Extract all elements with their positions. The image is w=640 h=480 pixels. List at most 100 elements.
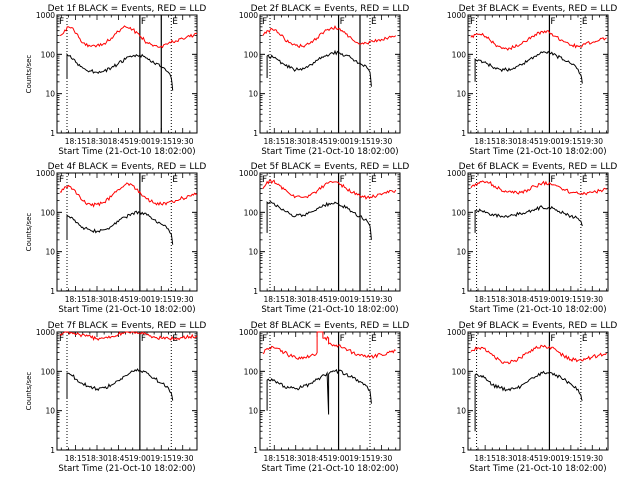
- x-axis-label: Start Time (21-Oct-10 18:02:00): [58, 147, 195, 157]
- marker-f: F: [550, 17, 555, 27]
- y-tick-label: 10: [248, 90, 258, 99]
- marker-e: E: [172, 175, 178, 185]
- x-tick-label: 18:45: [306, 295, 328, 304]
- detector-chart-8: Det 8f BLACK = Events, RED = LLD 1 10 100 10…: [239, 321, 410, 474]
- x-tick-label: 18:45: [517, 295, 539, 304]
- y-tick-label: 100: [41, 367, 56, 376]
- y-tick-label: 100: [244, 367, 259, 376]
- y-tick-label: 1000: [447, 169, 466, 178]
- marker-f: F: [141, 17, 146, 27]
- x-tick-label: 19:30: [371, 295, 393, 304]
- plot-frame: [56, 331, 198, 451]
- series-lld-line: [470, 30, 607, 51]
- marker-e: E: [371, 175, 377, 185]
- y-tick-label: 100: [452, 50, 467, 59]
- x-tick-label: 18:30: [496, 454, 518, 463]
- y-tick-label: 1: [50, 129, 55, 138]
- x-tick-label: 19:00: [328, 454, 350, 463]
- series-lld-line: [470, 180, 607, 196]
- x-tick-label: 18:30: [285, 454, 307, 463]
- y-tick-label: 1: [461, 129, 466, 138]
- y-tick-label: 1: [253, 287, 258, 296]
- marker-f: F: [340, 17, 345, 27]
- marker-f: F: [141, 334, 146, 344]
- chart-title: Det 2f BLACK = Events, RED = LLD: [251, 4, 410, 14]
- marker-e: E: [371, 334, 377, 344]
- x-tick-label: 18:45: [517, 454, 539, 463]
- x-tick-label: 18:45: [306, 137, 328, 146]
- series-events-line: [66, 210, 174, 245]
- x-axis-label: Start Time (21-Oct-10 18:02:00): [469, 147, 606, 157]
- detector-chart-2: Det 2f BLACK = Events, RED = LLD 1 10 100 10…: [239, 4, 410, 157]
- chart-title: Det 9f BLACK = Events, RED = LLD: [459, 321, 618, 331]
- x-tick-label: 19:00: [539, 295, 561, 304]
- chart-title: Det 5f BLACK = Events, RED = LLD: [251, 162, 410, 172]
- x-tick-label: 19:00: [328, 295, 350, 304]
- detector-chart-3: Det 3f BLACK = Events, RED = LLD 1 10 100 10…: [447, 4, 618, 157]
- x-tick-label: 19:15: [560, 454, 582, 463]
- marker-corner: F: [262, 334, 267, 344]
- x-tick-label: 18:45: [517, 137, 539, 146]
- marker-f: F: [550, 334, 555, 344]
- y-tick-label: 100: [452, 208, 467, 217]
- y-tick-label: 1: [50, 446, 55, 455]
- x-axis-label: Start Time (21-Oct-10 18:02:00): [58, 464, 195, 474]
- y-tick-label: 10: [456, 90, 466, 99]
- x-tick-label: 19:00: [129, 295, 151, 304]
- y-tick-label: 1000: [36, 328, 55, 337]
- plot-frame: [259, 331, 401, 451]
- x-axis-label: Start Time (21-Oct-10 18:02:00): [469, 464, 606, 474]
- x-tick-label: 18:30: [496, 295, 518, 304]
- x-tick-label: 18:15: [65, 137, 87, 146]
- y-tick-label: 1000: [239, 11, 258, 20]
- chart-title: Det 4f BLACK = Events, RED = LLD: [48, 162, 207, 172]
- y-tick-label: 1: [253, 446, 258, 455]
- detector-chart-6: Det 6f BLACK = Events, RED = LLD 1 10 100 10…: [447, 162, 618, 315]
- y-axis-label: Counts/sec: [25, 372, 33, 411]
- chart-title: Det 3f BLACK = Events, RED = LLD: [459, 4, 618, 14]
- marker-corner: F: [59, 175, 64, 185]
- y-tick-label: 100: [244, 50, 259, 59]
- y-tick-label: 1: [253, 129, 258, 138]
- marker-corner: F: [59, 17, 64, 27]
- x-tick-label: 18:15: [474, 137, 496, 146]
- y-tick-label: 10: [456, 407, 466, 416]
- detector-chart-7: Det 7f BLACK = Events, RED = LLD 1 10 100 10…: [25, 321, 206, 474]
- x-tick-label: 18:45: [108, 295, 130, 304]
- x-tick-label: 19:15: [349, 454, 371, 463]
- series-events-line: [266, 200, 372, 240]
- x-tick-label: 18:45: [108, 454, 130, 463]
- marker-corner: F: [59, 334, 64, 344]
- x-tick-label: 18:15: [263, 295, 285, 304]
- plot-frame: [56, 172, 198, 292]
- y-tick-label: 1000: [239, 169, 258, 178]
- series-lld-line: [59, 331, 198, 342]
- y-axis-label: Counts/sec: [25, 213, 33, 252]
- series-events-line: [66, 52, 174, 91]
- marker-corner: F: [470, 17, 475, 27]
- y-tick-label: 1000: [239, 328, 258, 337]
- y-tick-label: 10: [45, 407, 55, 416]
- marker-e: E: [582, 175, 588, 185]
- y-tick-label: 100: [41, 50, 56, 59]
- plot-frame: [467, 14, 609, 134]
- marker-e: E: [582, 17, 588, 27]
- chart-title: Det 1f BLACK = Events, RED = LLD: [48, 4, 207, 14]
- x-tick-label: 19:15: [150, 295, 172, 304]
- marker-corner: F: [470, 334, 475, 344]
- x-tick-label: 19:00: [328, 137, 350, 146]
- x-tick-label: 18:30: [86, 295, 108, 304]
- plot-frame: [56, 14, 198, 134]
- marker-e: E: [582, 334, 588, 344]
- series-lld-line: [470, 344, 607, 365]
- x-tick-label: 19:30: [172, 295, 194, 304]
- x-tick-label: 19:15: [150, 454, 172, 463]
- x-tick-label: 19:15: [560, 137, 582, 146]
- y-tick-label: 1: [461, 287, 466, 296]
- x-tick-label: 19:30: [581, 295, 603, 304]
- y-tick-label: 1000: [447, 11, 466, 20]
- plot-frame: [259, 14, 401, 134]
- y-tick-label: 100: [244, 208, 259, 217]
- marker-corner: F: [262, 17, 267, 27]
